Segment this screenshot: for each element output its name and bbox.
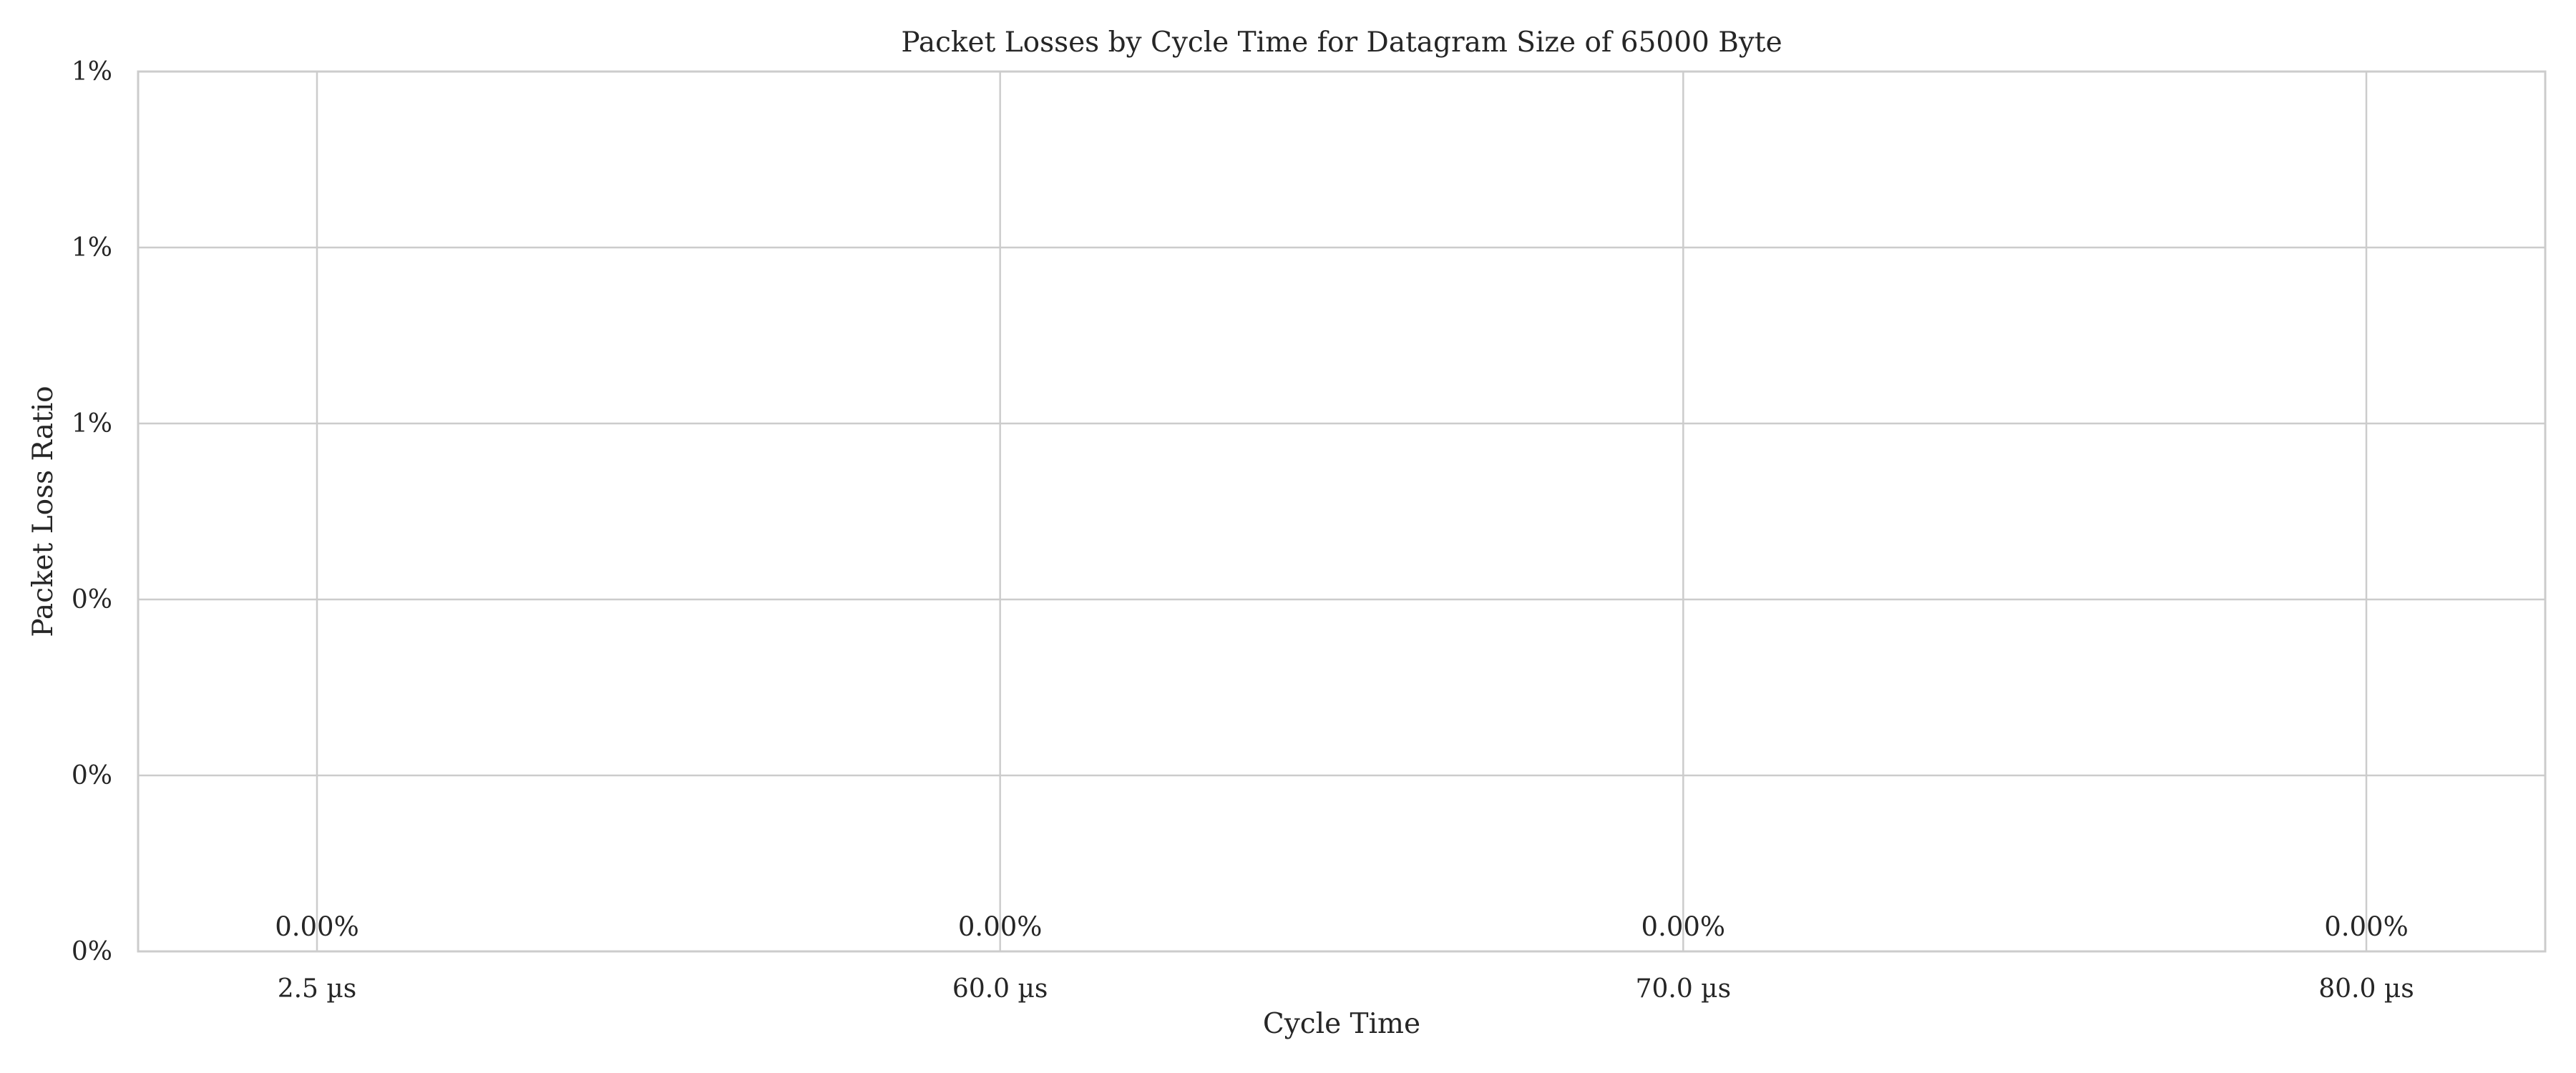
grid [138, 70, 2545, 953]
bar-data-label: 0.00% [958, 911, 1043, 942]
x-tick-label: 80.0 µs [2318, 974, 2414, 1004]
y-tick-label: 0% [72, 585, 112, 614]
y-tick-label: 0% [72, 761, 112, 790]
tick-labels: 0% 0% 0% 1% 1% 1% 2.5 µs 60.0 µs 70.0 µs 80.0 µs [72, 57, 2414, 1004]
bar-data-label: 0.00% [2324, 911, 2409, 942]
plot-frame [137, 70, 2547, 953]
chart-title: Packet Losses by Cycle Time for Datagram… [901, 26, 1782, 59]
data-labels: 0.00% 0.00% 0.00% 0.00% [275, 911, 2409, 942]
bar-data-label: 0.00% [275, 911, 359, 942]
x-tick-label: 60.0 µs [952, 974, 1048, 1004]
x-tick-label: 2.5 µs [278, 974, 357, 1004]
y-tick-label: 1% [72, 409, 112, 438]
y-axis-label: Packet Loss Ratio [27, 386, 59, 637]
y-tick-label: 1% [72, 233, 112, 263]
y-tick-label: 0% [72, 937, 112, 966]
x-tick-label: 70.0 µs [1636, 974, 1731, 1004]
bar-data-label: 0.00% [1641, 911, 1726, 942]
y-tick-label: 1% [72, 57, 112, 87]
x-axis-label: Cycle Time [1263, 1008, 1420, 1040]
